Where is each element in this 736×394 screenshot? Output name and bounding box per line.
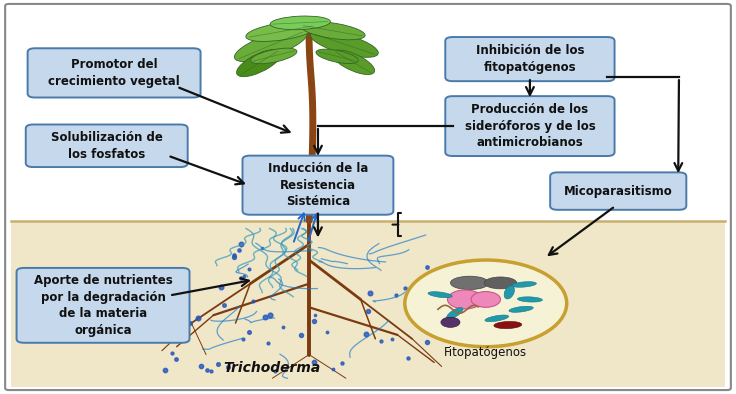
Ellipse shape: [316, 49, 358, 63]
Ellipse shape: [484, 277, 517, 289]
FancyBboxPatch shape: [5, 4, 731, 390]
Circle shape: [441, 317, 460, 327]
FancyBboxPatch shape: [243, 156, 393, 215]
Ellipse shape: [509, 306, 534, 312]
Ellipse shape: [504, 286, 514, 299]
Ellipse shape: [485, 315, 509, 322]
Ellipse shape: [494, 322, 522, 329]
Ellipse shape: [517, 297, 542, 302]
Text: Inducción de la
Resistencia
Sistémica: Inducción de la Resistencia Sistémica: [268, 162, 368, 208]
Ellipse shape: [234, 29, 308, 61]
Text: Aporte de nutrientes
por la degradación
de la materia
orgánica: Aporte de nutrientes por la degradación …: [34, 274, 172, 336]
Text: Solubilización de
los fosfatos: Solubilización de los fosfatos: [51, 131, 163, 160]
Text: Inhibición de los
fitopatógenos: Inhibición de los fitopatógenos: [475, 45, 584, 74]
Ellipse shape: [512, 282, 537, 287]
Ellipse shape: [236, 49, 282, 77]
Ellipse shape: [332, 50, 375, 74]
Text: Fitopatógenos: Fitopatógenos: [445, 346, 527, 359]
Circle shape: [447, 290, 483, 309]
Ellipse shape: [428, 292, 453, 298]
Circle shape: [405, 260, 567, 347]
Ellipse shape: [246, 22, 316, 41]
Ellipse shape: [270, 16, 330, 30]
Ellipse shape: [450, 276, 489, 290]
FancyBboxPatch shape: [26, 125, 188, 167]
Text: Micoparasitismo: Micoparasitismo: [564, 185, 673, 197]
FancyBboxPatch shape: [11, 221, 725, 387]
FancyBboxPatch shape: [445, 96, 615, 156]
Ellipse shape: [300, 22, 365, 40]
Circle shape: [471, 292, 500, 307]
Ellipse shape: [447, 308, 463, 319]
FancyBboxPatch shape: [17, 268, 190, 343]
Text: Promotor del
crecimiento vegetal: Promotor del crecimiento vegetal: [48, 58, 180, 87]
Text: Producción de los
sideróforos y de los
antimicrobianos: Producción de los sideróforos y de los a…: [464, 103, 595, 149]
Ellipse shape: [311, 31, 378, 57]
FancyBboxPatch shape: [550, 173, 686, 210]
FancyBboxPatch shape: [28, 48, 200, 98]
Ellipse shape: [251, 48, 297, 64]
Text: Trichoderma: Trichoderma: [224, 361, 321, 375]
FancyBboxPatch shape: [445, 37, 615, 81]
